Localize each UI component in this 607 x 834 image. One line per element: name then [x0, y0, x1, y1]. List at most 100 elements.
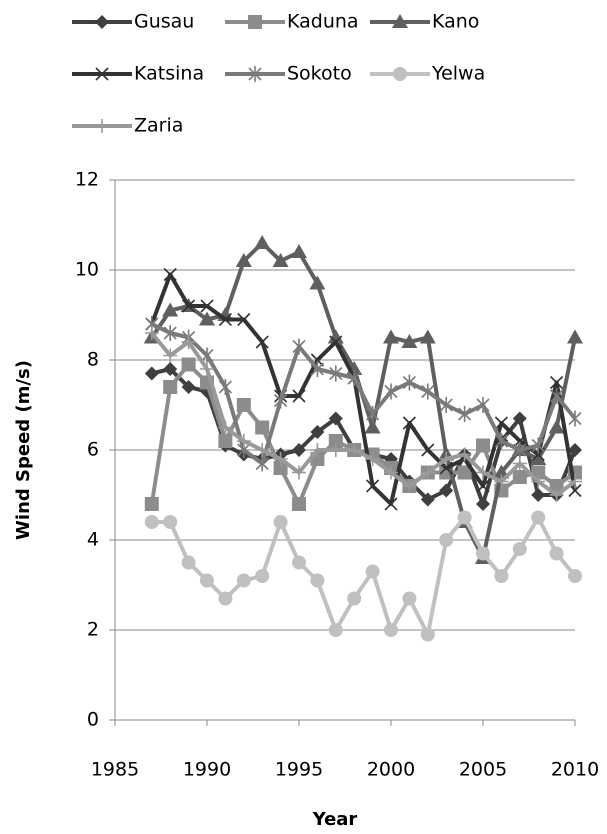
marker: [531, 474, 546, 489]
marker: [421, 443, 435, 457]
x-tick-label: 1985: [91, 759, 139, 781]
marker: [255, 569, 270, 583]
marker: [309, 275, 326, 290]
legend-label: Kano: [432, 11, 479, 33]
marker: [549, 488, 564, 502]
marker: [494, 474, 509, 489]
marker: [162, 302, 179, 317]
x-tick-label: 1990: [183, 759, 231, 781]
marker: [439, 483, 454, 498]
marker: [273, 452, 288, 466]
marker: [200, 299, 214, 313]
x-tick-label: 2005: [459, 759, 507, 781]
marker: [255, 443, 270, 457]
marker: [182, 299, 196, 313]
marker: [531, 510, 546, 525]
marker: [292, 443, 306, 457]
marker: [476, 497, 490, 511]
marker: [512, 542, 527, 556]
marker: [310, 425, 325, 439]
marker: [420, 627, 435, 642]
marker: [248, 15, 262, 29]
marker: [347, 591, 362, 606]
marker: [218, 591, 233, 606]
marker: [457, 447, 472, 462]
marker: [384, 497, 398, 511]
legend-item: Zaria: [72, 115, 183, 137]
marker: [421, 383, 435, 400]
marker: [163, 362, 178, 376]
marker: [365, 452, 380, 466]
y-tick-label: 8: [87, 349, 99, 371]
marker: [384, 383, 398, 400]
marker: [163, 380, 178, 394]
marker: [512, 411, 527, 426]
legend-item: Kaduna: [225, 11, 359, 33]
marker: [272, 253, 289, 267]
marker: [531, 437, 545, 454]
legend-label: Katsina: [134, 63, 204, 85]
marker: [567, 329, 583, 344]
marker: [144, 497, 159, 511]
x-tick-label: 2010: [551, 759, 599, 781]
marker: [235, 253, 252, 267]
y-tick-label: 6: [87, 439, 99, 461]
legend-label: Yelwa: [431, 63, 485, 85]
marker: [163, 515, 178, 529]
x-tick-label: 1995: [275, 759, 323, 781]
marker: [163, 325, 177, 341]
marker: [218, 312, 232, 327]
marker: [402, 374, 416, 391]
series: [145, 316, 582, 472]
marker: [548, 419, 565, 434]
legend-item: Yelwa: [370, 63, 485, 85]
marker: [310, 573, 325, 588]
marker: [384, 465, 398, 480]
marker: [457, 465, 472, 480]
marker: [200, 573, 214, 588]
marker: [365, 564, 380, 579]
marker: [273, 461, 288, 475]
marker: [328, 623, 343, 637]
marker: [292, 497, 306, 511]
marker: [402, 479, 417, 493]
y-tick-label: 0: [87, 709, 99, 731]
marker: [199, 311, 215, 326]
marker: [420, 465, 435, 480]
marker: [328, 411, 343, 426]
marker: [512, 470, 527, 484]
marker: [181, 335, 196, 349]
marker: [476, 438, 490, 453]
marker: [292, 389, 306, 403]
marker: [181, 555, 196, 570]
y-tick-label: 10: [75, 259, 99, 281]
x-tick-label: 2000: [367, 759, 415, 781]
marker: [254, 235, 271, 249]
marker: [384, 623, 398, 637]
marker: [513, 442, 527, 458]
marker: [237, 312, 251, 327]
marker: [163, 267, 177, 282]
marker: [273, 515, 288, 529]
marker: [95, 119, 109, 133]
legend-item: Sokoto: [225, 63, 352, 85]
marker: [181, 357, 196, 372]
marker: [402, 591, 417, 606]
legend-label: Gusau: [134, 11, 194, 33]
y-tick-label: 12: [75, 169, 99, 191]
marker: [310, 443, 325, 457]
marker: [568, 474, 582, 489]
marker: [549, 479, 564, 493]
marker: [274, 392, 288, 409]
marker: [328, 434, 343, 448]
marker: [255, 420, 270, 435]
series: [144, 510, 582, 642]
marker: [402, 416, 416, 430]
x-axis-title: Year: [312, 809, 358, 830]
marker: [568, 569, 582, 583]
marker: [366, 479, 380, 493]
marker: [420, 492, 435, 507]
legend-label: Sokoto: [287, 63, 352, 85]
marker: [550, 388, 564, 404]
marker: [364, 419, 381, 434]
